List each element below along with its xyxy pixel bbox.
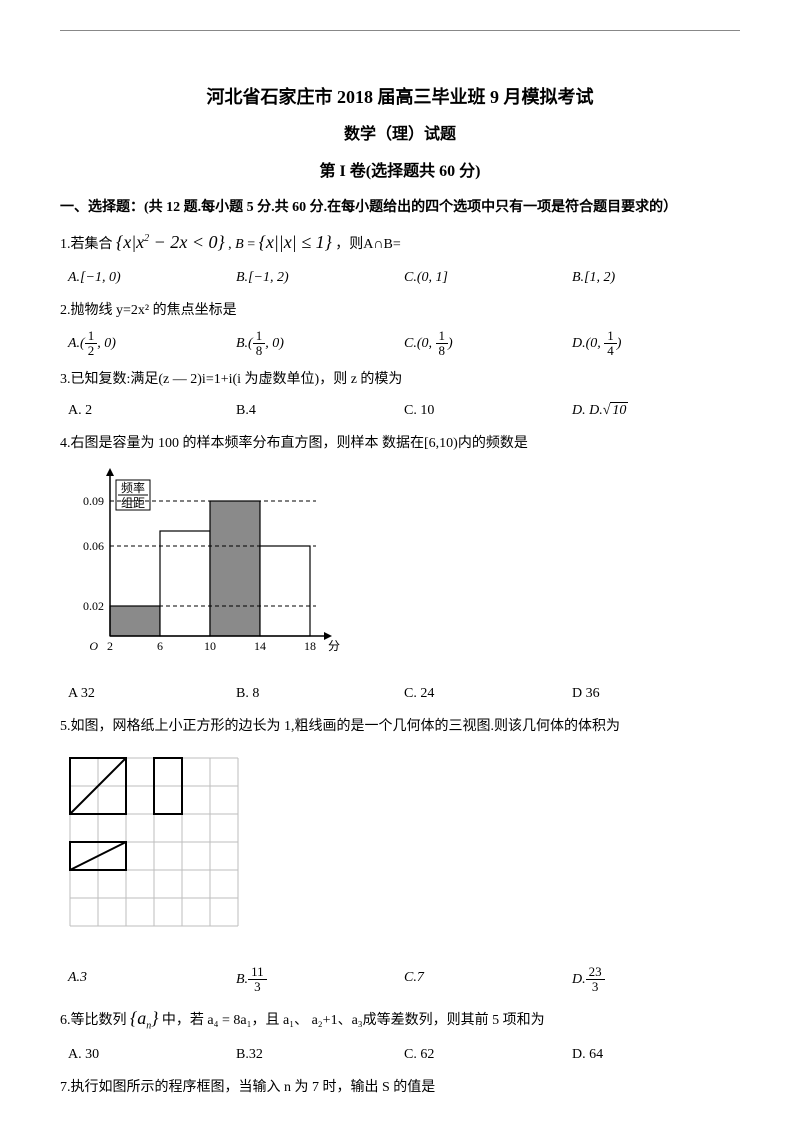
q6-opt-b: B.32 [236,1042,404,1067]
q2-opt-b: B.(18, 0) [236,329,404,359]
q6-seq: {an} [130,1008,158,1028]
svg-text:组距: 组距 [121,496,145,510]
q5-opt-b: B.113 [236,965,404,995]
svg-text:14: 14 [254,639,266,653]
question-1: 1.若集合 {x|x2 − 2x < 0} , B = {x||x| ≤ 1} … [60,226,740,258]
q3-options: A. 2 B.4 C. 10 D. D.√10 [68,398,740,423]
q5-three-view [60,748,740,957]
subject-title: 数学（理）试题 [60,121,740,150]
q1-stem-pre: 1.若集合 [60,237,113,252]
q1-opt-a: A.[−1, 0) [68,265,236,290]
q2-options: A.(12, 0) B.(18, 0) C.(0, 18) D.(0, 14) [68,329,740,359]
q5-options: A.3 B.113 C.7 D.233 [68,965,740,995]
q1-comma: , B = [228,237,258,252]
section-instructions: 一、选择题：(共 12 题.每小题 5 分.共 60 分.在每小题给出的四个选项… [60,195,740,220]
q5-opt-a: A.3 [68,965,236,995]
question-2: 2.抛物线 y=2x² 的焦点坐标是 [60,298,740,323]
q4-opt-b: B. 8 [236,681,404,706]
question-4: 4.右图是容量为 100 的样本频率分布直方图，则样本 数据在[6,10)内的频… [60,431,740,456]
q3-opt-c: C. 10 [404,398,572,423]
histogram-svg: 0.02 0.06 0.09 频率组距 2 6 10 14 18 分组 O [60,464,340,664]
q1-opt-c: C.(0, 1] [404,265,572,290]
svg-text:0.02: 0.02 [83,599,104,613]
q4-options: A 32 B. 8 C. 24 D 36 [68,681,740,706]
q6-opt-a: A. 30 [68,1042,236,1067]
q6-opt-d: D. 64 [572,1042,740,1067]
svg-text:O: O [89,639,98,653]
q4-opt-c: C. 24 [404,681,572,706]
question-3: 3.已知复数:满足(z — 2)i=1+i(i 为虚数单位)，则 z 的模为 [60,367,740,392]
q6-options: A. 30 B.32 C. 62 D. 64 [68,1042,740,1067]
q3-opt-a: A. 2 [68,398,236,423]
q3-opt-d: D. D.√10 [572,398,740,423]
q4-opt-d: D 36 [572,681,740,706]
q3-opt-b: B.4 [236,398,404,423]
q1-set-b: {x||x| ≤ 1} [259,232,332,252]
question-6: 6.等比数列 {an} 中，若 a₄ = 8a₁，且 a₁、 a₂+1、a₃成等… [60,1002,740,1036]
q6-opt-c: C. 62 [404,1042,572,1067]
q1-opt-d: B.[1, 2) [572,265,740,290]
q2-opt-c: C.(0, 18) [404,329,572,359]
q1-set-a: {x|x2 − 2x < 0} [116,232,225,252]
svg-text:2: 2 [107,639,113,653]
q1-opt-b: B.[−1, 2) [236,265,404,290]
q5-opt-d: D.233 [572,965,740,995]
q4-opt-a: A 32 [68,681,236,706]
svg-text:分组: 分组 [328,639,340,653]
q5-opt-c: C.7 [404,965,572,995]
q1-options: A.[−1, 0) B.[−1, 2) C.(0, 1] B.[1, 2) [68,265,740,290]
svg-text:10: 10 [204,639,216,653]
q1-stem-post: ，则A∩B= [335,237,400,252]
svg-text:0.09: 0.09 [83,494,104,508]
question-7: 7.执行如图所示的程序框图，当输入 n 为 7 时，输出 S 的值是 [60,1075,740,1100]
q2-opt-a: A.(12, 0) [68,329,236,359]
three-view-svg [60,748,260,948]
exam-title: 河北省石家庄市 2018 届高三毕业班 9 月模拟考试 [60,81,740,113]
svg-text:频率: 频率 [121,480,145,495]
part-title: 第 I 卷(选择题共 60 分) [60,158,740,187]
q2-opt-d: D.(0, 14) [572,329,740,359]
svg-text:18: 18 [304,639,316,653]
q4-histogram: 0.02 0.06 0.09 频率组距 2 6 10 14 18 分组 O [60,464,740,673]
svg-text:6: 6 [157,639,163,653]
svg-text:0.06: 0.06 [83,539,104,553]
question-5: 5.如图，网格纸上小正方形的边长为 1,粗线画的是一个几何体的三视图.则该几何体… [60,714,740,739]
top-rule [60,30,740,31]
